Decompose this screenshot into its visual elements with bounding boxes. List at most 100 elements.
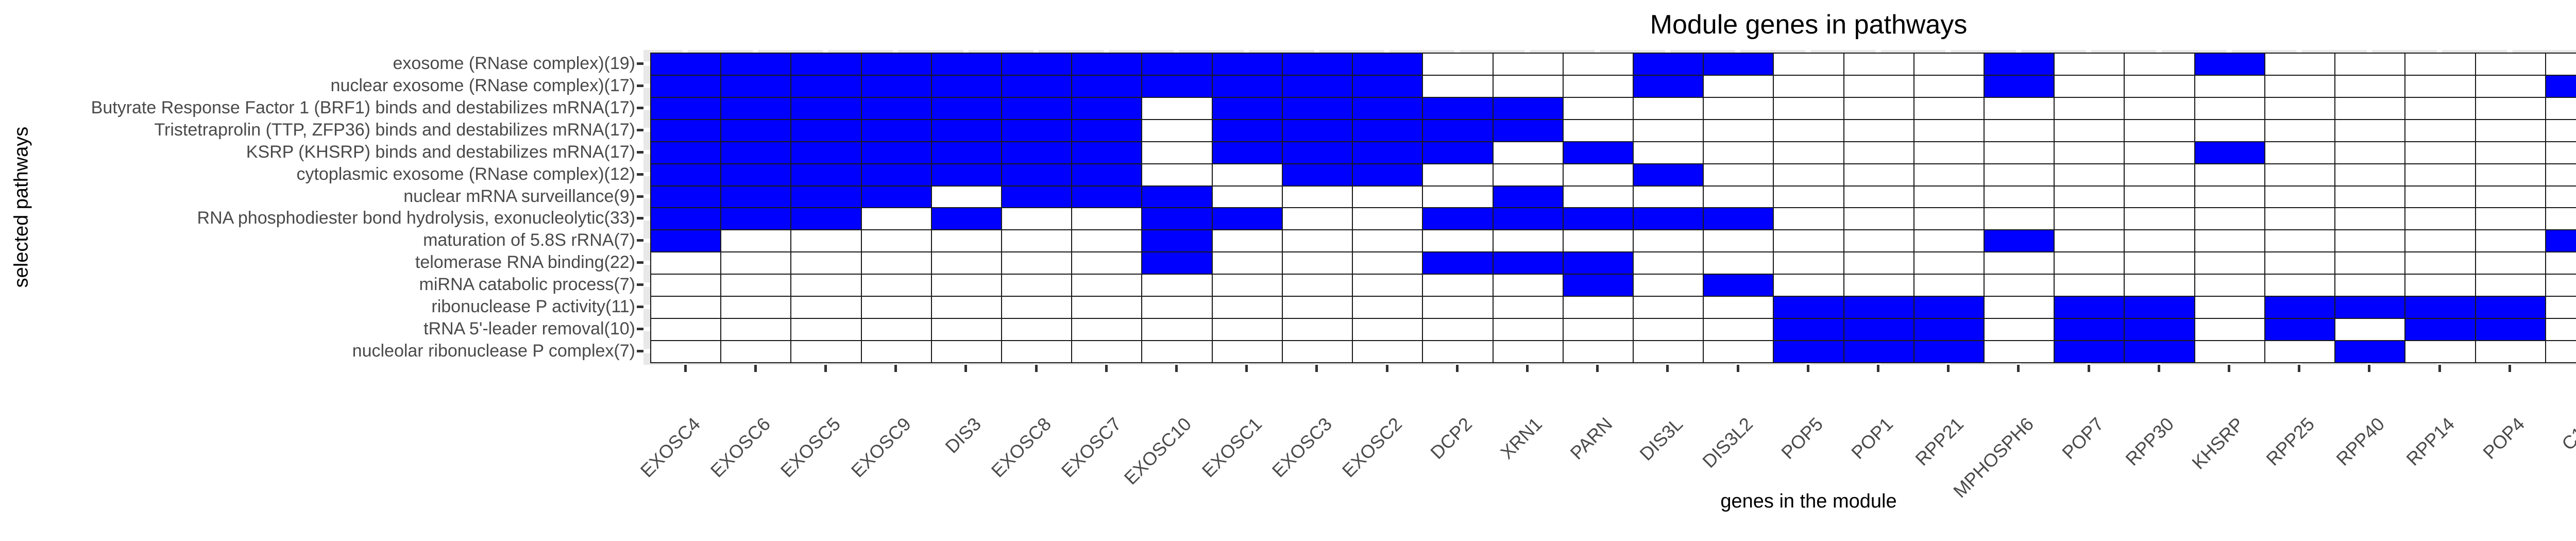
y-tick (637, 328, 643, 331)
heatmap-cell (1632, 340, 1703, 362)
y-tick (637, 150, 643, 154)
heatmap-cell (2475, 119, 2545, 141)
heatmap-cell (2124, 296, 2194, 318)
heatmap-cell (1984, 96, 2054, 119)
heatmap-cell (1773, 229, 1843, 252)
heatmap-cell (1773, 274, 1843, 296)
heatmap-cell (1843, 207, 1913, 230)
heatmap-cell (1632, 296, 1703, 318)
heatmap-cell (1211, 274, 1282, 296)
heatmap-cell (2194, 340, 2264, 362)
heatmap-cell (790, 74, 861, 97)
heatmap-cell (1632, 274, 1703, 296)
heatmap-cell (790, 119, 861, 141)
heatmap-cell (2334, 53, 2405, 75)
heatmap-cell (650, 53, 721, 75)
heatmap-cell (1843, 185, 1913, 208)
x-tick (964, 365, 968, 372)
heatmap-cell (860, 74, 931, 97)
heatmap-cell (1843, 119, 1913, 141)
heatmap-cell (1141, 207, 1212, 230)
heatmap-cell (1562, 207, 1633, 230)
heatmap-cell (650, 163, 721, 185)
heatmap-cell (1141, 53, 1212, 75)
x-tick-label: RPP30 (2121, 413, 2178, 470)
x-tick (894, 365, 897, 372)
heatmap-cell (1352, 74, 1422, 97)
heatmap-cell (1281, 207, 1352, 230)
x-tick-label: EXOSC5 (776, 413, 845, 482)
x-tick (1385, 365, 1388, 372)
heatmap-cell (930, 251, 1002, 274)
heatmap-cell (2334, 274, 2405, 296)
heatmap-cell (1211, 207, 1282, 230)
heatmap-cell (720, 119, 791, 141)
heatmap-cell (1703, 119, 1773, 141)
heatmap-cell (1281, 251, 1352, 274)
heatmap-cell (1703, 53, 1773, 75)
heatmap-cell (1703, 163, 1773, 185)
heatmap-cell (1492, 251, 1563, 274)
heatmap-cell (1352, 185, 1422, 208)
y-tick-label: tRNA 5'-leader removal(10) (423, 319, 635, 339)
heatmap-cell (1703, 274, 1773, 296)
x-tick-label: POP4 (2479, 413, 2529, 463)
heatmap-cell (790, 229, 861, 252)
heatmap-cell (1001, 163, 1072, 185)
heatmap-cell (860, 251, 931, 274)
heatmap-cell (1492, 340, 1563, 362)
heatmap-cell (1211, 251, 1282, 274)
heatmap-cell (2054, 119, 2124, 141)
heatmap-cell (720, 53, 791, 75)
heatmap-cell (1492, 296, 1563, 318)
heatmap-cell (720, 296, 791, 318)
heatmap-cell (1773, 251, 1843, 274)
heatmap-cell (1141, 251, 1212, 274)
heatmap-cell (930, 296, 1002, 318)
heatmap-cell (790, 296, 861, 318)
heatmap-cell (1422, 96, 1493, 119)
heatmap-cell (650, 74, 721, 97)
heatmap-cell (1001, 96, 1072, 119)
heatmap-cell (2475, 340, 2545, 362)
heatmap-cell (2124, 185, 2194, 208)
x-tick (1105, 365, 1108, 372)
heatmap-cell (2264, 74, 2335, 97)
y-tick-label: miRNA catabolic process(7) (419, 275, 635, 295)
heatmap-cell (2334, 185, 2405, 208)
heatmap-cell (1422, 163, 1493, 185)
heatmap-cell (2124, 318, 2194, 341)
y-tick-label: nuclear mRNA surveillance(9) (403, 186, 635, 206)
heatmap-cell (1211, 318, 1282, 341)
x-tick-label: RPP14 (2402, 413, 2459, 470)
heatmap-cell (2475, 207, 2545, 230)
heatmap-cell (1281, 119, 1352, 141)
heatmap-cell (1562, 340, 1633, 362)
heatmap-cell (1843, 251, 1913, 274)
x-tick (1175, 365, 1178, 372)
heatmap-cell (930, 318, 1002, 341)
heatmap-cell (1281, 185, 1352, 208)
heatmap-cell (1632, 119, 1703, 141)
x-tick (754, 365, 757, 372)
y-tick-label: cytoplasmic exosome (RNase complex)(12) (296, 164, 635, 184)
heatmap-cell (1281, 53, 1352, 75)
heatmap-cell (790, 53, 861, 75)
heatmap-cell (2264, 296, 2335, 318)
heatmap-cell (1843, 229, 1913, 252)
heatmap-cell (2194, 141, 2264, 163)
x-tick (1736, 365, 1739, 372)
heatmap-cell (860, 340, 931, 362)
heatmap-cell (1492, 229, 1563, 252)
heatmap-cell (930, 185, 1002, 208)
heatmap-cell (1984, 163, 2054, 185)
heatmap-cell (2194, 251, 2264, 274)
x-tick (1035, 365, 1038, 372)
heatmap-cell (1141, 229, 1212, 252)
heatmap-cell (1913, 163, 1984, 185)
heatmap-cell (1773, 340, 1843, 362)
heatmap-cell (2475, 96, 2545, 119)
heatmap-cell (1492, 163, 1563, 185)
x-tick-label: POP7 (2058, 413, 2108, 463)
x-tick (2368, 365, 2371, 372)
